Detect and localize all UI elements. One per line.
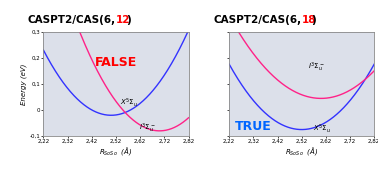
Text: TRUE: TRUE bbox=[235, 120, 272, 133]
Text: ): ) bbox=[311, 15, 316, 25]
X-axis label: $\mathit{R}_{SoSo}$  (Å): $\mathit{R}_{SoSo}$ (Å) bbox=[285, 145, 318, 157]
X-axis label: $\mathit{R}_{SoSo}$  (Å): $\mathit{R}_{SoSo}$ (Å) bbox=[99, 145, 133, 157]
Text: CASPT2/CAS(6,18): CASPT2/CAS(6,18) bbox=[0, 178, 1, 179]
Text: 12: 12 bbox=[116, 15, 130, 25]
Text: CASPT2/CAS(6,12): CASPT2/CAS(6,12) bbox=[0, 178, 1, 179]
Text: $X^5\Sigma_u$: $X^5\Sigma_u$ bbox=[313, 122, 331, 135]
Text: 18: 18 bbox=[302, 15, 316, 25]
Text: $I^3\Sigma_u^-$: $I^3\Sigma_u^-$ bbox=[308, 61, 325, 74]
Text: CASPT2/CAS(6,: CASPT2/CAS(6, bbox=[28, 15, 116, 25]
Text: ): ) bbox=[126, 15, 130, 25]
Text: CASPT2/CAS(6,: CASPT2/CAS(6, bbox=[214, 15, 302, 25]
Y-axis label: Energy (eV): Energy (eV) bbox=[21, 63, 28, 105]
Text: $X^5\Sigma_u$: $X^5\Sigma_u$ bbox=[119, 96, 138, 109]
Text: FALSE: FALSE bbox=[95, 55, 137, 69]
Text: $I^3\Sigma_u^-$: $I^3\Sigma_u^-$ bbox=[139, 121, 156, 135]
